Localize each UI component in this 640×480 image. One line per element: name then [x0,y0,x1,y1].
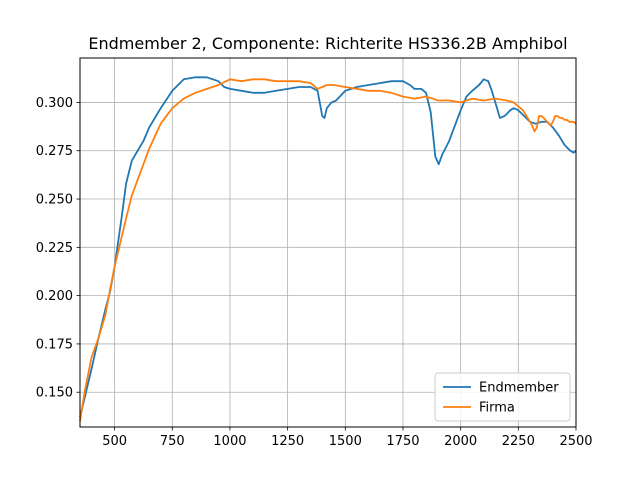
x-tick-label: 500 [102,434,127,449]
y-tick-label: 0.300 [36,96,73,111]
y-tick-label: 0.200 [36,289,73,304]
x-tick-label: 1750 [386,434,419,449]
y-tick-label: 0.275 [36,144,73,159]
x-tick-label: 2250 [502,434,535,449]
x-tick-label: 750 [160,434,185,449]
x-tick-label: 1000 [213,434,246,449]
y-tick-label: 0.225 [36,241,73,256]
x-axis: 500 750 1000 1250 1500 1750 2000 2250 2500 [102,427,593,449]
x-tick-label: 2500 [559,434,592,449]
series-line-endmember [79,76,577,418]
x-tick-label: 1500 [329,434,362,449]
plot-frame [79,57,577,428]
legend-label-endmember: Endmember [479,381,559,396]
chart-title: Endmember 2, Componente: Richterite HS33… [88,34,567,53]
x-tick-label: 1250 [271,434,304,449]
y-tick-label: 0.250 [36,193,73,208]
series-layer [79,76,577,422]
legend: Endmember Firma [434,372,571,422]
y-tick-label: 0.150 [36,386,73,401]
grid [80,58,577,427]
y-axis: 0.150 0.175 0.200 0.225 0.250 0.275 0.300 [36,96,80,401]
y-tick-label: 0.175 [36,337,73,352]
series-line-firma [79,78,577,422]
legend-box [434,372,571,422]
legend-label-firma: Firma [479,401,515,416]
x-tick-label: 2000 [444,434,477,449]
